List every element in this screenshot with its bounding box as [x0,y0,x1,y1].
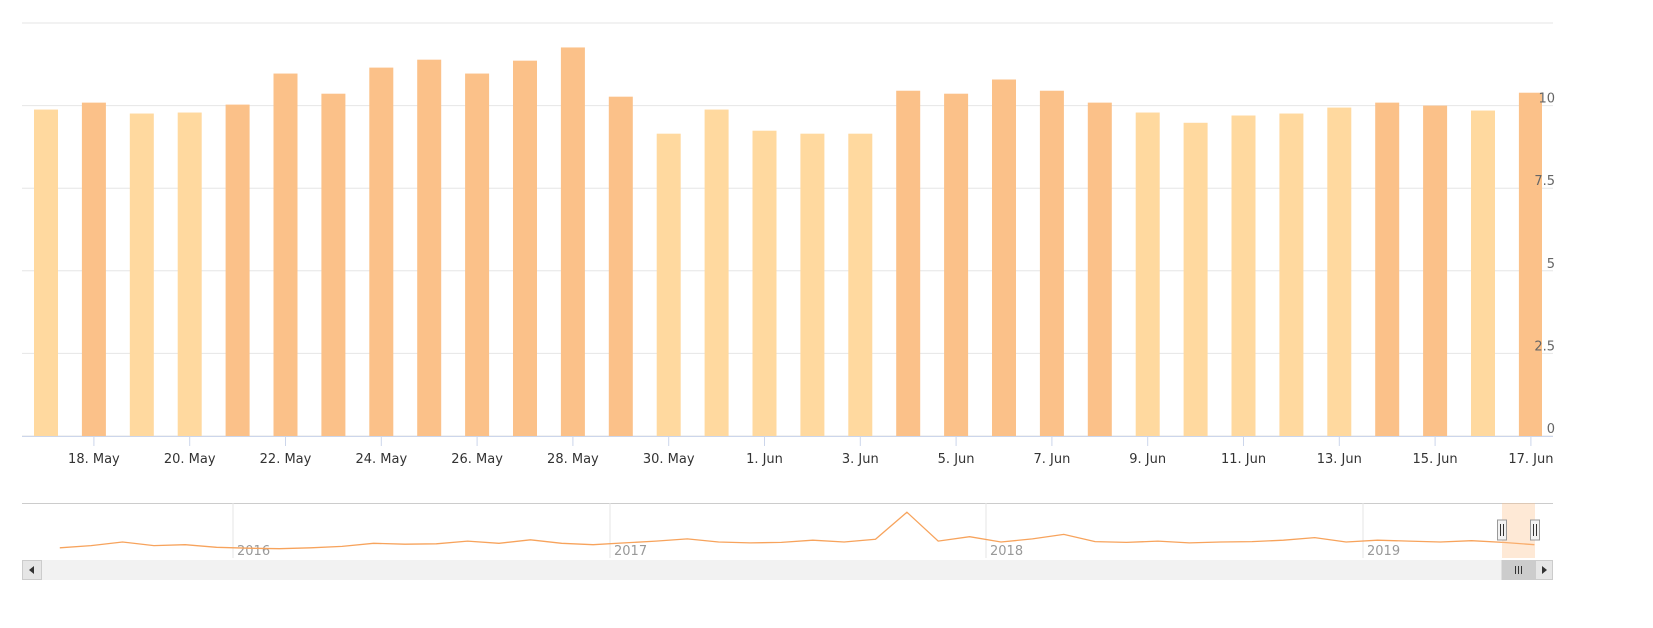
x-tick-label: 3. Jun [842,452,879,467]
bar [369,67,394,436]
grid-lines [22,22,1553,437]
navigator-year-label: 2017 [614,544,647,559]
bar [321,93,346,436]
bar [944,93,969,436]
bar [513,60,537,437]
bar [129,113,154,436]
navigator-year-label: 2019 [1367,544,1400,559]
navigator[interactable]: 2016 2017 2018 2019 [22,503,1553,559]
bar [848,133,873,436]
y-tick-label: 0 [1547,422,1555,437]
y-axis: 0 2.5 5 7.5 10 [1534,92,1555,437]
bar [1039,90,1064,437]
x-tick-label: 9. Jun [1129,452,1166,467]
x-tick-label: 7. Jun [1033,452,1070,467]
x-tick-label: 13. Jun [1317,452,1362,467]
x-tick-label: 11. Jun [1221,452,1266,467]
x-tick-label: 22. May [260,452,312,467]
bar [560,47,585,437]
bar [1375,102,1400,436]
x-tick-label: 30. May [643,452,695,467]
bar [81,102,106,436]
bar [1231,115,1256,437]
bar-series [34,47,1542,437]
x-tick-label: 1. Jun [746,452,783,467]
scrollbar-track[interactable] [22,560,1553,580]
bar [177,112,202,437]
bar [800,133,825,436]
bar [1518,92,1542,436]
x-tick-label: 17. Jun [1508,452,1553,467]
scrollbar[interactable] [22,560,1553,580]
bar [1279,113,1304,436]
navigator-series-line [59,511,1535,550]
bar [417,59,442,436]
bar [1183,122,1208,437]
x-tick-label: 28. May [547,452,599,467]
bar [1327,107,1352,436]
arrow-left-icon [29,566,34,574]
bar [1087,102,1112,436]
bar [608,96,633,436]
bar [225,104,250,437]
x-tick-label: 5. Jun [938,452,975,467]
y-tick-label: 5 [1547,257,1555,272]
y-tick-label: 2.5 [1534,339,1555,354]
handle-grip-icon [1530,519,1540,541]
bar [704,109,729,437]
x-tick-label: 15. Jun [1413,452,1458,467]
navigator-handle-left[interactable] [1497,519,1507,541]
handle-grip-icon [1497,519,1507,541]
scrollbar-thumb[interactable] [1501,560,1536,580]
bar [752,130,777,437]
navigator-selected-range[interactable] [1502,503,1535,558]
y-tick-label: 10 [1538,92,1555,107]
bar [465,73,490,436]
x-tick-label: 26. May [451,452,503,467]
x-tick-label: 24. May [355,452,407,467]
scroll-left-button[interactable] [22,560,42,580]
y-tick-label: 7.5 [1534,174,1555,189]
bar [1471,110,1495,436]
bar [273,73,298,436]
bar [1135,112,1160,437]
bar [1423,105,1448,436]
scroll-right-button[interactable] [1535,560,1553,580]
x-axis: 18. May 20. May 22. May 24. May 26. May 28. M… [22,436,1553,467]
navigator-year-label: 2018 [990,544,1023,559]
bar [34,109,58,437]
x-tick-label: 18. May [68,452,120,467]
bar [896,90,921,437]
bar [992,79,1016,436]
navigator-year-label: 2016 [237,544,270,559]
navigator-handle-right[interactable] [1530,519,1540,541]
arrow-right-icon [1542,566,1547,574]
bar [656,133,681,436]
x-tick-label: 20. May [164,452,216,467]
